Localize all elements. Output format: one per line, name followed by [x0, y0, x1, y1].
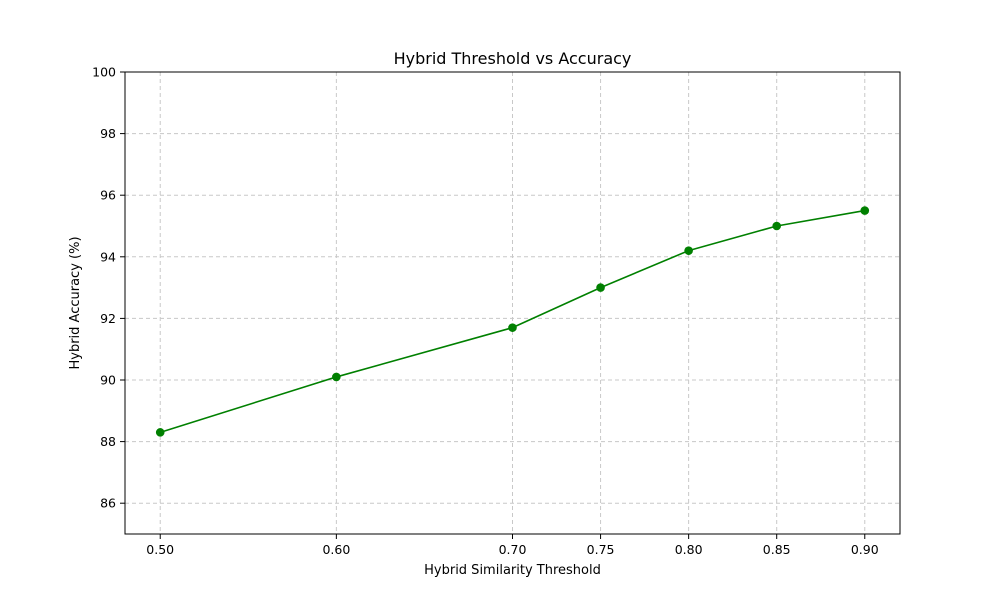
data-point	[772, 221, 782, 231]
ticks: 0.50 0.60 0.70 0.75 0.80 0.85 0.90 86 88 90 92 94 96…	[92, 65, 879, 558]
x-tick-label: 0.85	[763, 542, 791, 557]
data-point	[860, 206, 870, 215]
data-point	[596, 283, 605, 292]
x-axis-label: Hybrid Similarity Threshold	[424, 563, 601, 578]
x-tick-label: 0.80	[675, 542, 703, 557]
y-tick-label: 100	[92, 65, 116, 80]
y-tick-label: 98	[100, 126, 116, 141]
x-tick-label: 0.90	[851, 542, 879, 557]
y-tick-label: 92	[100, 311, 116, 326]
y-tick-label: 88	[100, 434, 116, 449]
y-tick-label: 96	[100, 188, 116, 203]
x-tick-label: 0.70	[499, 542, 527, 557]
x-tick-label: 0.75	[587, 542, 615, 557]
data-point	[508, 323, 517, 332]
x-tick-label: 0.50	[146, 542, 174, 557]
data-point	[155, 428, 165, 437]
chart-title: Hybrid Threshold vs Accuracy	[394, 49, 632, 68]
y-axis-label: Hybrid Accuracy (%)	[68, 236, 83, 369]
x-tick-label: 0.60	[322, 542, 350, 557]
y-tick-label: 86	[100, 496, 116, 511]
data-point	[684, 246, 693, 255]
y-tick-label: 94	[100, 249, 116, 264]
series-group	[155, 206, 870, 437]
grid	[125, 72, 900, 534]
y-tick-label: 90	[100, 373, 116, 388]
data-point	[332, 372, 341, 382]
